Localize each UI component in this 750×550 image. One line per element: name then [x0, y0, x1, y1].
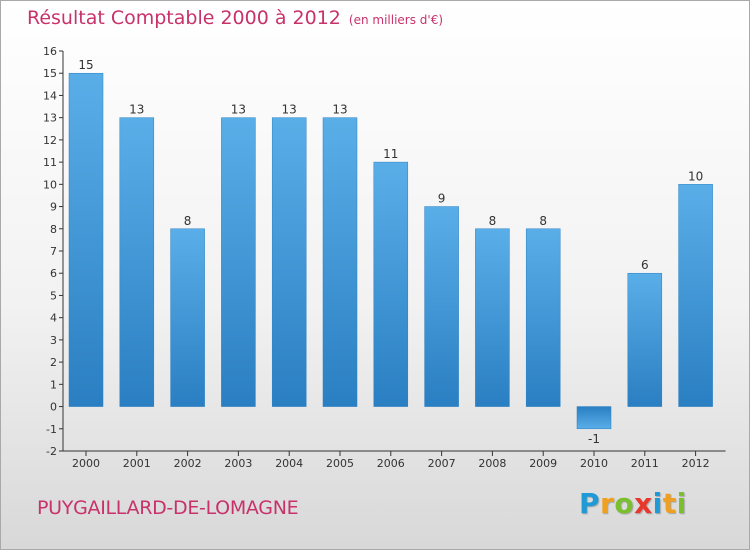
logo-letter: P: [579, 487, 601, 520]
bar-2009: [525, 228, 561, 407]
logo-letter: o: [614, 487, 635, 520]
y-tick-label: 10: [43, 178, 57, 191]
bar-value-label: 9: [438, 192, 446, 206]
bar-2004: [271, 117, 307, 407]
y-tick-label: -1: [46, 423, 57, 436]
y-tick-label: 13: [43, 112, 57, 125]
x-tick-label: 2001: [123, 457, 151, 470]
x-tick-label: 2010: [580, 457, 608, 470]
commune-name: PUYGAILLARD-DE-LOMAGNE: [37, 497, 299, 519]
x-tick-label: 2012: [682, 457, 710, 470]
x-tick-label: 2009: [529, 457, 557, 470]
bar-2011: [627, 272, 663, 407]
bar-2003: [221, 117, 256, 407]
y-tick-label: -2: [46, 445, 57, 458]
bar-2001: [119, 117, 155, 407]
x-tick-label: 2008: [478, 457, 506, 470]
y-tick-label: 9: [50, 201, 57, 214]
bar-value-label: 13: [129, 103, 144, 117]
logo-letter: r: [600, 487, 615, 520]
bar-2000: [68, 72, 104, 407]
bar-value-label: 11: [383, 147, 398, 161]
chart-units: (en milliers d'€): [348, 13, 444, 27]
x-tick-label: 2006: [377, 457, 405, 470]
bar-value-label: 8: [539, 214, 547, 228]
bar-value-label: 13: [231, 103, 246, 117]
y-tick-label: 15: [43, 67, 57, 80]
x-tick-label: 2005: [326, 457, 354, 470]
x-tick-label: 2002: [174, 457, 202, 470]
logo-letter: i: [652, 487, 663, 520]
logo-letter: i: [676, 487, 687, 520]
bar-layer: 15 13 8 13 13 13 11 9 8 8 -1 6 10: [68, 58, 713, 446]
chart-title: Résultat Comptable 2000 à 2012 (en millie…: [27, 7, 443, 29]
bar-value-label: 13: [332, 103, 347, 117]
bar-value-label: 8: [489, 214, 497, 228]
bar-2007: [424, 206, 459, 407]
bar-value-label: 10: [688, 169, 703, 183]
bar-2008: [475, 228, 510, 407]
bar-value-label: 15: [78, 58, 93, 72]
proxiti-logo[interactable]: Proxiti: [579, 487, 687, 520]
logo-letter: t: [662, 487, 677, 520]
bar-2006: [373, 161, 409, 407]
y-tick-label: 8: [50, 223, 57, 236]
bar-2010: [576, 406, 612, 430]
x-tick-label: 2011: [631, 457, 659, 470]
chart-title-text: Résultat Comptable 2000 à 2012: [27, 7, 341, 29]
y-tick-label: 1: [50, 378, 57, 391]
y-tick-label: 2: [50, 356, 57, 369]
y-tick-label: 14: [43, 89, 57, 102]
x-tick-label: 2004: [275, 457, 303, 470]
logo-letter: x: [634, 487, 653, 520]
y-tick-label: 11: [43, 156, 57, 169]
bar-value-label: -1: [588, 432, 600, 446]
bar-value-label: 8: [184, 214, 192, 228]
bar-2002: [170, 228, 205, 407]
x-tick-label: 2003: [224, 457, 252, 470]
y-tick-label: 0: [50, 401, 57, 414]
bar-value-label: 6: [641, 258, 649, 272]
x-tick-label: 2000: [72, 457, 100, 470]
y-tick-label: 3: [50, 334, 57, 347]
y-tick-label: 16: [43, 45, 57, 58]
bar-2012: [678, 184, 713, 407]
bar-value-label: 13: [282, 103, 297, 117]
x-tick-label: 2007: [428, 457, 456, 470]
y-tick-label: 4: [50, 312, 57, 325]
y-tick-label: 7: [50, 245, 57, 258]
bar-2005: [322, 117, 358, 407]
y-tick-label: 5: [50, 289, 57, 302]
y-tick-label: 12: [43, 134, 57, 147]
y-tick-label: 6: [50, 267, 57, 280]
